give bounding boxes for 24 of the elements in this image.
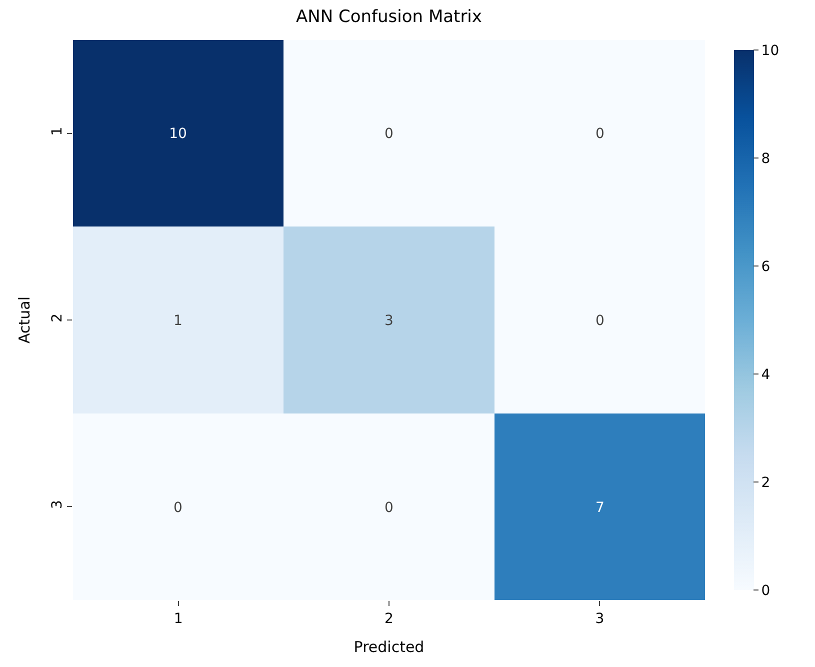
x-tick-label: 3 <box>595 610 604 627</box>
data-label: 0 <box>596 126 604 142</box>
data-label: 0 <box>596 312 604 329</box>
color-bar-label: 2 <box>761 474 770 491</box>
chart-title: ANN Confusion Matrix <box>296 6 482 27</box>
color-bar-label: 8 <box>761 150 770 167</box>
x-axis-title: Predicted <box>354 638 424 656</box>
x-tick-label: 2 <box>384 610 394 627</box>
y-axis-title: Actual <box>16 296 34 344</box>
data-label: 10 <box>169 126 187 142</box>
x-tick-label: 1 <box>174 610 183 627</box>
data-label: 0 <box>384 126 394 142</box>
data-label: 7 <box>596 500 604 516</box>
color-bar-label: 0 <box>761 582 770 599</box>
data-label: 0 <box>174 500 182 516</box>
color-bar-label: 6 <box>761 258 770 275</box>
data-label: 3 <box>384 312 394 329</box>
color-bar-label: 10 <box>761 42 780 59</box>
y-tick-label: 2 <box>49 313 66 322</box>
y-tick-label: 3 <box>49 500 66 510</box>
y-tick-label: 1 <box>49 126 66 136</box>
data-label: 1 <box>174 312 182 329</box>
data-label: 0 <box>384 500 394 516</box>
color-bar-label: 4 <box>761 366 770 383</box>
